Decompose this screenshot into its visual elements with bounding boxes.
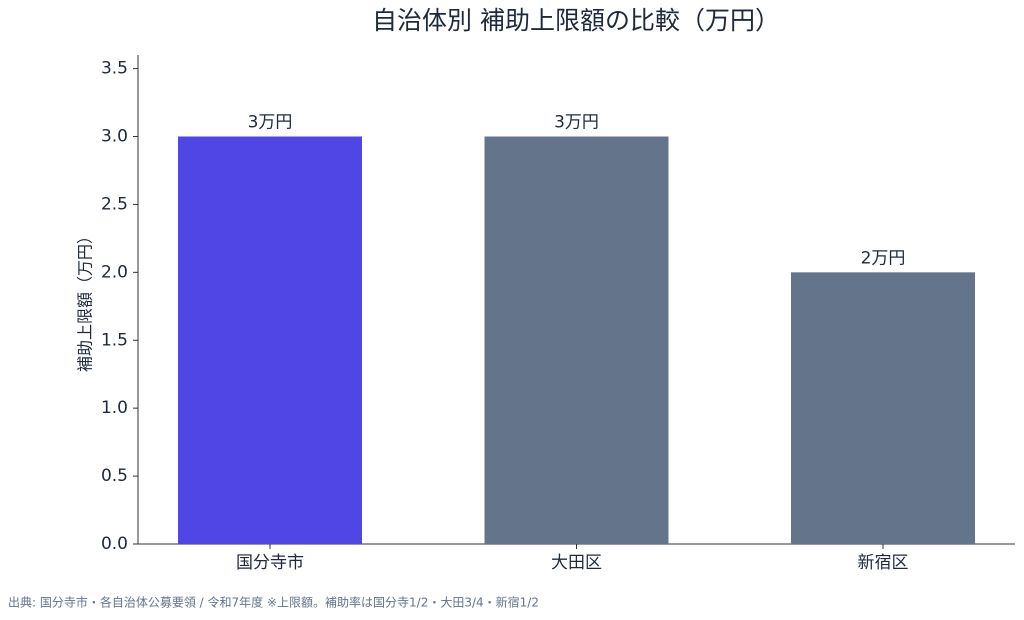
y-tick-label: 2.5 [101,194,128,214]
y-tick-label: 3.0 [101,127,128,147]
y-tick-label: 1.0 [101,398,128,418]
chart-title: 自治体別 補助上限額の比較（万円） [372,6,780,35]
bar [178,136,362,544]
value-label: 3万円 [554,113,599,133]
y-axis-label: 補助上限額（万円） [76,228,95,372]
bar [484,136,669,544]
source-note: 出典: 国分寺市・各自治体公募要領 / 令和7年度 ※上限額。補助率は国分寺1/… [8,595,539,610]
value-label: 2万円 [861,248,906,268]
bar [791,272,975,544]
y-tick-label: 1.5 [101,330,128,350]
y-tick-label: 3.5 [101,59,128,79]
y-tick-label: 2.0 [101,262,128,282]
y-tick-label: 0.5 [101,466,128,486]
y-tick-label: 0.0 [101,534,128,554]
x-tick-label: 国分寺市 [236,553,304,573]
x-tick-label: 大田区 [551,553,602,573]
x-tick-label: 新宿区 [858,553,909,573]
value-label: 3万円 [248,113,293,133]
